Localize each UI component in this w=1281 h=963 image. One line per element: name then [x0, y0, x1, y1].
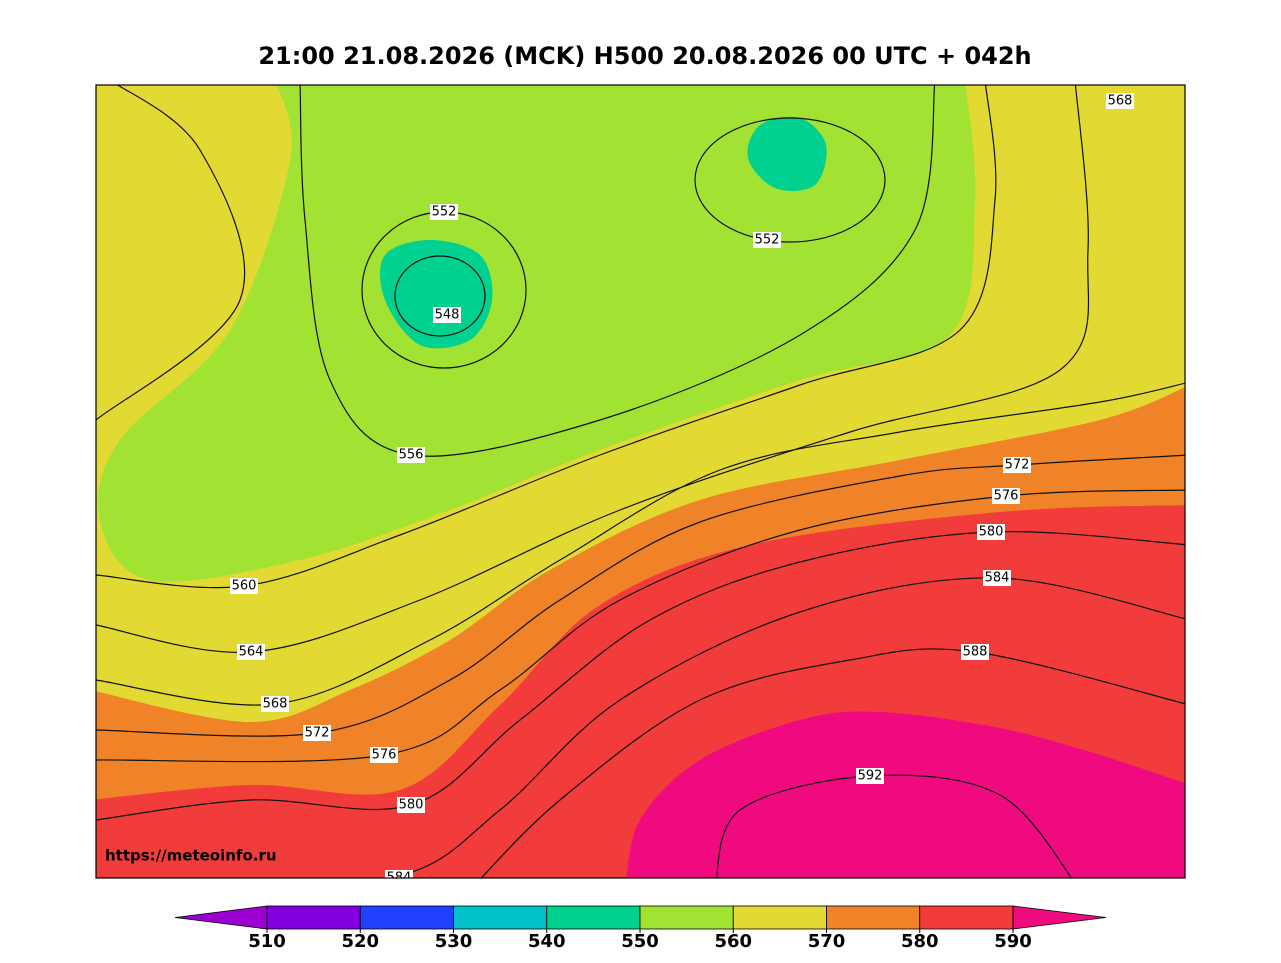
- contour-label: 560: [232, 579, 257, 594]
- contour-label-bg: [397, 447, 425, 463]
- contour-label: 584: [387, 871, 412, 886]
- colorbar-segment: [453, 905, 548, 930]
- contour-line: [694, 117, 886, 243]
- contour-label-bg: [385, 870, 413, 878]
- contour-label-bg: [1106, 93, 1134, 109]
- contour-label: 552: [432, 205, 457, 220]
- colorbar-segment: [732, 905, 827, 930]
- contour-label: 580: [399, 798, 424, 813]
- contour-label: 556: [399, 448, 424, 463]
- contour-label-bg: [1003, 457, 1031, 473]
- contour-label: 568: [263, 697, 288, 712]
- colorbar-tick-label: 570: [808, 931, 846, 952]
- contour-label-bg: [397, 797, 425, 813]
- colorbar-segment: [546, 905, 641, 930]
- contour-line: [394, 255, 486, 337]
- colorbar-extend-high: [1012, 905, 1107, 930]
- contour-label-bg: [753, 232, 781, 248]
- contour-label: 592: [858, 769, 883, 784]
- contour-label-bg: [433, 307, 461, 323]
- contour-label: 552: [755, 233, 780, 248]
- contour-label: 564: [239, 645, 264, 660]
- title: 21:00 21.08.2026 (MCK) H500 20.08.2026 0…: [258, 42, 1031, 70]
- contour-label-bg: [992, 488, 1020, 504]
- contour-label: 572: [1005, 458, 1030, 473]
- colorbar-tick-label: 520: [341, 931, 379, 952]
- map: 568 552 548 552 556 572 576 580 584 560 564 588 568 5…: [96, 85, 1185, 886]
- contour-label-bg: [230, 578, 258, 594]
- contour-label: 568: [1108, 94, 1133, 109]
- contour-label-bg: [856, 768, 884, 784]
- band-540-550: [747, 116, 827, 191]
- colorbar-segment: [826, 905, 921, 930]
- contour-label-bg: [237, 644, 265, 660]
- contour-label-bg: [303, 725, 331, 741]
- contour-label: 548: [435, 308, 460, 323]
- colorbar-tick-label: 540: [528, 931, 566, 952]
- colorbar-tick-label: 530: [435, 931, 473, 952]
- contour-label: 588: [963, 645, 988, 660]
- contour-line: [96, 85, 1090, 654]
- colorbar-tick-label: 560: [714, 931, 752, 952]
- band-590: [626, 711, 1185, 878]
- contour-line: [480, 648, 1185, 878]
- contour-label: 580: [979, 525, 1004, 540]
- contour-label-bg: [961, 644, 989, 660]
- contour-label: 584: [985, 571, 1010, 586]
- contour-label: 572: [305, 726, 330, 741]
- watermark: https://meteoinfo.ru: [105, 847, 277, 865]
- contour-label-bg: [261, 696, 289, 712]
- contour-label: 576: [994, 489, 1019, 504]
- colorbar-extend-low: [174, 905, 268, 930]
- contour-line: [96, 85, 997, 589]
- colorbar: 510 520 530 540 550 560 570 580 590: [174, 905, 1107, 952]
- colorbar-segment: [919, 905, 1014, 930]
- contour-label-bg: [430, 204, 458, 220]
- contour-label-bg: [977, 524, 1005, 540]
- colorbar-tick-label: 580: [901, 931, 939, 952]
- contour-line: [96, 85, 246, 421]
- colorbar-segment: [359, 905, 454, 930]
- colorbar-tick-label: 550: [621, 931, 659, 952]
- contour-line: [299, 85, 936, 457]
- colorbar-tick-label: 590: [994, 931, 1032, 952]
- colorbar-segment: [639, 905, 734, 930]
- colorbar-tick-label: 510: [248, 931, 286, 952]
- contour-label: 576: [372, 748, 397, 763]
- band-550-560: [98, 85, 976, 582]
- contour-label-bg: [370, 747, 398, 763]
- contour-label-bg: [983, 570, 1011, 586]
- colorbar-segment: [266, 905, 361, 930]
- map-frame: [95, 84, 1186, 879]
